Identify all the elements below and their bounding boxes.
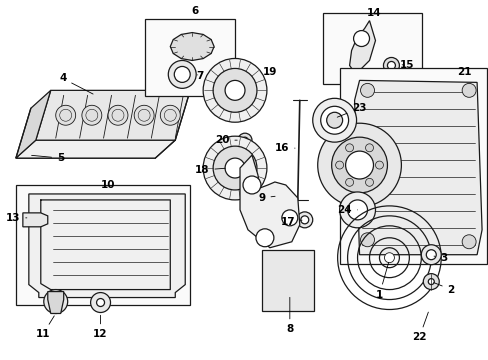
Circle shape xyxy=(360,233,374,247)
Circle shape xyxy=(281,210,297,226)
Bar xyxy=(16,185,190,305)
Text: 13: 13 xyxy=(6,213,27,223)
Polygon shape xyxy=(48,292,63,314)
Circle shape xyxy=(238,133,251,147)
Circle shape xyxy=(365,144,373,152)
Polygon shape xyxy=(354,80,481,255)
Polygon shape xyxy=(170,32,214,60)
Circle shape xyxy=(426,250,435,260)
Circle shape xyxy=(331,137,386,193)
Polygon shape xyxy=(349,21,375,72)
Text: 21: 21 xyxy=(456,67,470,77)
Text: 19: 19 xyxy=(262,67,277,77)
Circle shape xyxy=(383,58,399,73)
Circle shape xyxy=(168,60,196,88)
Polygon shape xyxy=(36,90,190,140)
Circle shape xyxy=(224,80,244,100)
Text: 1: 1 xyxy=(375,262,388,300)
Circle shape xyxy=(421,245,440,265)
Circle shape xyxy=(384,253,394,263)
Circle shape xyxy=(213,146,256,190)
Circle shape xyxy=(96,298,104,306)
Circle shape xyxy=(242,137,247,143)
Circle shape xyxy=(345,178,353,186)
Text: 16: 16 xyxy=(274,143,294,153)
Text: 20: 20 xyxy=(214,135,237,145)
Text: 3: 3 xyxy=(433,253,447,263)
Circle shape xyxy=(427,279,433,285)
Bar xyxy=(145,19,235,96)
Text: 4: 4 xyxy=(59,73,93,94)
Polygon shape xyxy=(23,213,48,227)
Text: 6: 6 xyxy=(191,6,199,15)
Circle shape xyxy=(347,200,367,220)
Circle shape xyxy=(81,105,102,125)
Text: 8: 8 xyxy=(285,297,293,334)
Circle shape xyxy=(90,293,110,312)
Circle shape xyxy=(375,161,383,169)
Circle shape xyxy=(203,136,266,200)
Circle shape xyxy=(320,106,348,134)
Circle shape xyxy=(108,105,128,125)
Circle shape xyxy=(160,105,180,125)
Circle shape xyxy=(326,112,342,128)
Polygon shape xyxy=(240,155,299,248)
Text: 7: 7 xyxy=(196,71,203,81)
Text: 12: 12 xyxy=(93,315,107,339)
Circle shape xyxy=(269,190,285,206)
Circle shape xyxy=(264,184,291,212)
Bar xyxy=(262,250,313,311)
Polygon shape xyxy=(29,194,185,298)
Circle shape xyxy=(353,31,369,46)
Bar xyxy=(339,68,486,264)
Polygon shape xyxy=(16,90,51,158)
Circle shape xyxy=(339,192,375,228)
Text: 11: 11 xyxy=(36,316,54,339)
Text: 10: 10 xyxy=(101,180,116,190)
Polygon shape xyxy=(16,140,175,158)
Text: 9: 9 xyxy=(258,193,275,203)
Circle shape xyxy=(300,216,308,224)
Text: 17: 17 xyxy=(280,217,302,227)
Circle shape xyxy=(134,105,154,125)
Circle shape xyxy=(213,68,256,112)
Circle shape xyxy=(174,67,190,82)
Bar xyxy=(322,13,422,84)
Circle shape xyxy=(296,212,312,228)
Circle shape xyxy=(44,289,67,314)
Circle shape xyxy=(243,176,261,194)
Circle shape xyxy=(56,105,76,125)
Text: 18: 18 xyxy=(195,165,225,175)
Circle shape xyxy=(365,178,373,186)
Circle shape xyxy=(335,161,343,169)
Text: 22: 22 xyxy=(411,312,427,342)
Circle shape xyxy=(345,151,373,179)
Circle shape xyxy=(224,158,244,178)
Circle shape xyxy=(317,123,401,207)
Circle shape xyxy=(386,62,395,69)
Circle shape xyxy=(312,98,356,142)
Circle shape xyxy=(423,274,438,289)
Text: 24: 24 xyxy=(337,205,357,215)
Text: 23: 23 xyxy=(337,103,366,117)
Circle shape xyxy=(360,84,374,97)
Text: 15: 15 xyxy=(399,60,414,71)
Circle shape xyxy=(461,84,475,97)
Circle shape xyxy=(461,235,475,249)
Text: 2: 2 xyxy=(433,283,454,294)
Text: 5: 5 xyxy=(32,153,64,163)
Circle shape xyxy=(255,229,273,247)
Circle shape xyxy=(345,144,353,152)
Text: 14: 14 xyxy=(366,8,381,18)
Circle shape xyxy=(203,58,266,122)
